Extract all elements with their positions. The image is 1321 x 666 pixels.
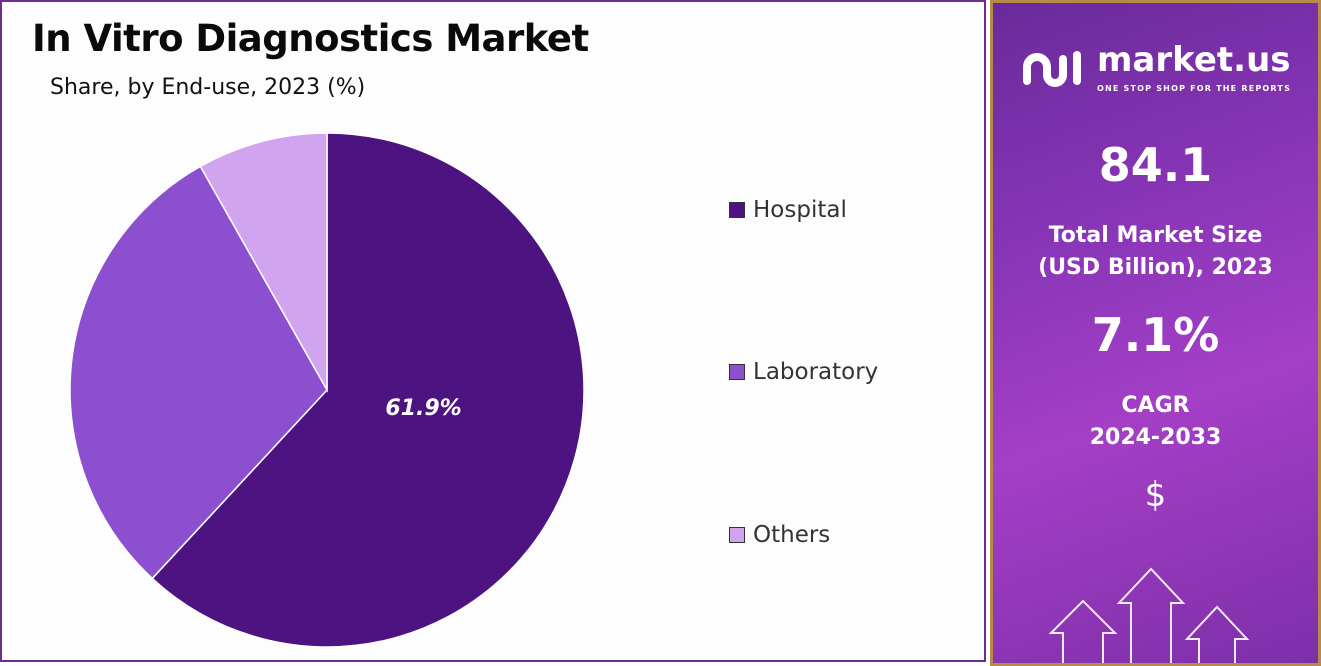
cagr-value: 7.1%: [1091, 308, 1220, 362]
brand-tagline: ONE STOP SHOP FOR THE REPORTS: [1097, 84, 1292, 93]
market-us-logo-icon: [1023, 51, 1081, 87]
legend-swatch: [729, 527, 745, 543]
brand-name: market.us: [1097, 40, 1291, 80]
legend-swatch: [729, 364, 745, 380]
legend-label: Hospital: [753, 197, 847, 223]
cagr-period: 2024-2033: [1089, 425, 1222, 450]
market-size-label-line2: (USD Billion), 2023: [1038, 255, 1273, 280]
market-size-label-line1: Total Market Size: [1048, 223, 1263, 248]
chart-panel: In Vitro Diagnostics Market Share, by En…: [0, 0, 986, 662]
data-label-hospital: 61.9%: [385, 396, 461, 421]
chart-subtitle: Share, by End-use, 2023 (%): [50, 75, 366, 100]
brand-logo: market.us ONE STOP SHOP FOR THE REPORTS: [1019, 39, 1291, 95]
chart-title: In Vitro Diagnostics Market: [32, 17, 589, 60]
pie-slice-hospital: [151, 132, 585, 648]
pie-slice-others: [199, 132, 328, 393]
growth-arrows-icon: [1048, 567, 1250, 663]
legend-label: Laboratory: [753, 359, 879, 385]
legend-swatch: [729, 202, 745, 218]
legend-item-laboratory: Laboratory: [729, 357, 878, 387]
legend-item-hospital: Hospital: [729, 195, 847, 225]
legend-item-others: Others: [729, 520, 830, 550]
legend-label: Others: [753, 522, 831, 548]
summary-panel: market.us ONE STOP SHOP FOR THE REPORTS …: [990, 0, 1321, 666]
market-size-value: 84.1: [1098, 138, 1213, 192]
pie-slice-laboratory: [69, 165, 328, 580]
pie-chart: 61.9%: [69, 132, 585, 648]
cagr-label: CAGR: [1121, 393, 1190, 418]
dollar-icon: $: [1144, 475, 1167, 515]
